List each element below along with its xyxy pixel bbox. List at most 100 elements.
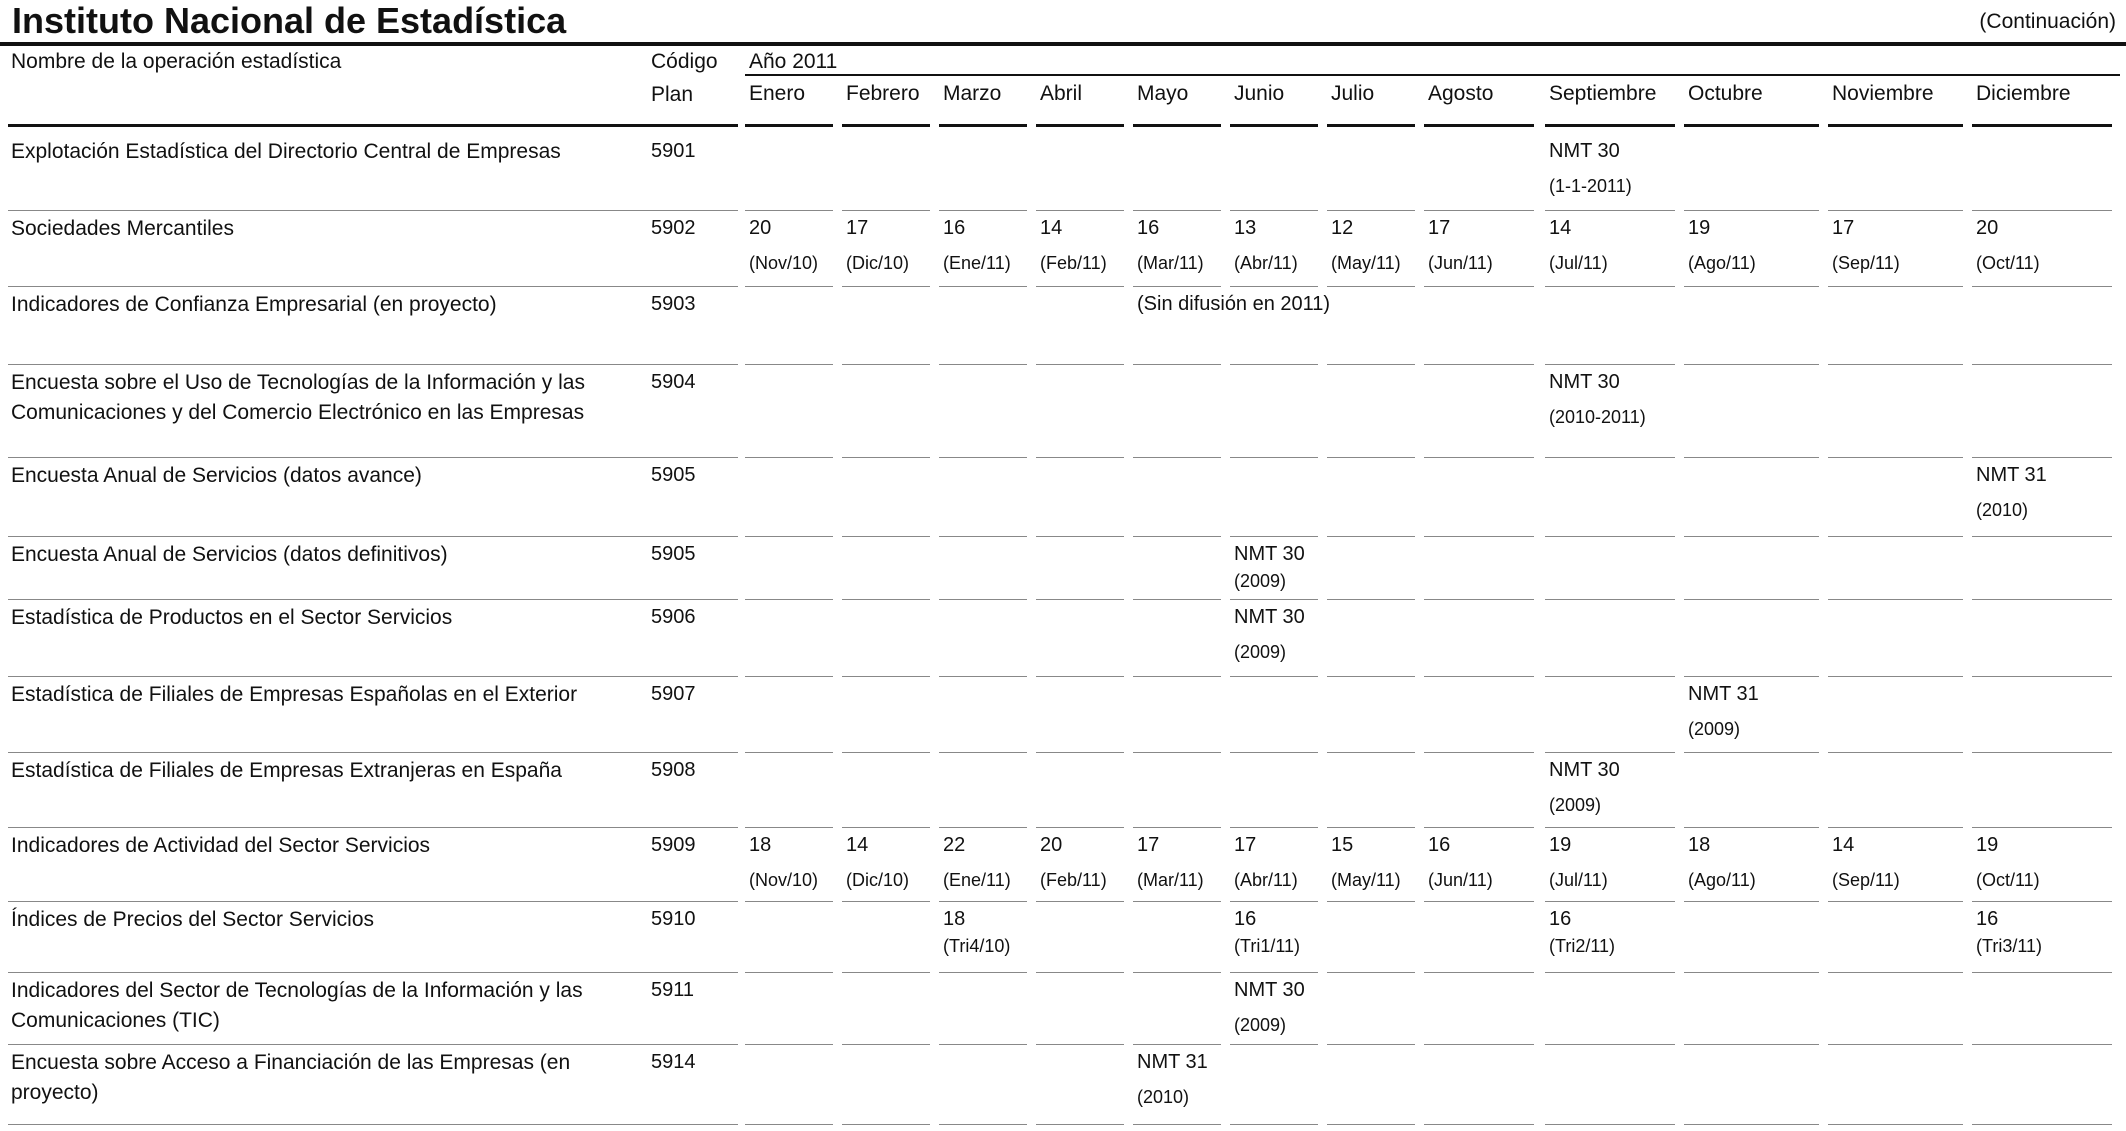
row-separator [1230, 901, 1318, 902]
header-month-underline [1327, 124, 1415, 127]
header-month-2: Febrero [846, 82, 920, 105]
release-day: 17 [1832, 217, 1855, 239]
header-month-underline [842, 124, 930, 127]
row-separator [1684, 286, 1819, 287]
release-day: 18 [1688, 834, 1711, 856]
row-separator [745, 1044, 833, 1045]
release-day: 17 [1137, 834, 1160, 856]
release-cell: 15 (May/11) [1331, 833, 1401, 892]
reference-period: (Nov/10) [749, 870, 819, 890]
row-separator [1230, 676, 1318, 677]
plan-code: 5910 [651, 908, 696, 930]
row-separator [1545, 827, 1675, 828]
row-separator [1972, 901, 2112, 902]
release-day: NMT 31 [1137, 1051, 1208, 1073]
operation-name: Estadística de Filiales de Empresas Extr… [11, 759, 562, 782]
header-month-5: Mayo [1137, 82, 1189, 105]
plan-code: 5907 [651, 683, 696, 705]
row-separator [1684, 827, 1819, 828]
release-day: 12 [1331, 217, 1354, 239]
row-separator [1828, 1044, 1963, 1045]
row-separator [1230, 536, 1318, 537]
row-separator [645, 827, 737, 828]
release-day: 17 [1428, 217, 1451, 239]
row-separator [1545, 286, 1675, 287]
operation-name: Índices de Precios del Sector Servicios [11, 908, 374, 931]
row-separator [1828, 536, 1963, 537]
row-separator [1424, 536, 1534, 537]
row-separator [1828, 901, 1963, 902]
release-day: NMT 30 [1234, 543, 1305, 565]
release-day: 13 [1234, 217, 1257, 239]
row-separator [939, 972, 1027, 973]
row-separator [842, 599, 930, 600]
row-separator [1424, 972, 1534, 973]
row-separator [939, 1044, 1027, 1045]
release-cell: 18 (Nov/10) [749, 833, 818, 892]
row-separator [1327, 752, 1415, 753]
row-separator [1036, 286, 1124, 287]
reference-period: (Tri1/11) [1234, 936, 1301, 956]
release-cell: NMT 30 (2009) [1549, 758, 1620, 817]
page-title: Instituto Nacional de Estadística [12, 0, 567, 41]
row-separator [745, 457, 833, 458]
header-month-underline [939, 124, 1027, 127]
release-day: NMT 31 [1976, 464, 2047, 486]
release-cell: 19 (Jul/11) [1549, 833, 1608, 892]
row-separator [1424, 457, 1534, 458]
row-separator [1545, 1124, 1675, 1125]
header-month-underline [1424, 124, 1534, 127]
row-separator [1327, 901, 1415, 902]
release-cell: (Sin difusión en 2011) [1137, 292, 1330, 316]
release-cell: NMT 30 (2009) [1234, 978, 1305, 1037]
row-separator [645, 457, 737, 458]
release-day: 14 [1832, 834, 1855, 856]
row-separator [1684, 210, 1819, 211]
reference-period: (Dic/10) [846, 870, 910, 890]
release-day: NMT 30 [1549, 371, 1620, 393]
row-separator [939, 286, 1027, 287]
continuation-label: (Continuación) [1979, 10, 2116, 33]
reference-period: (Ene/11) [943, 253, 1011, 273]
operation-name: Encuesta Anual de Servicios (datos avanc… [11, 464, 422, 487]
header-month-underline [1133, 124, 1221, 127]
row-separator [1230, 1044, 1318, 1045]
release-cell: NMT 31 (2009) [1688, 682, 1759, 741]
release-day: 16 [1428, 834, 1451, 856]
row-separator [842, 676, 930, 677]
row-separator [1828, 827, 1963, 828]
reference-period: (Abr/11) [1234, 253, 1298, 273]
row-separator [842, 752, 930, 753]
row-separator [1036, 1044, 1124, 1045]
reference-period: (2009) [1234, 642, 1287, 662]
row-separator [1327, 210, 1415, 211]
release-day: NMT 31 [1688, 683, 1759, 705]
row-separator [1036, 210, 1124, 211]
release-cell: 16 (Jun/11) [1428, 833, 1493, 892]
row-separator [1545, 457, 1675, 458]
release-cell: NMT 30 (2010-2011) [1549, 370, 1646, 429]
reference-period: (2009) [1234, 1015, 1287, 1035]
release-cell: 16 (Tri1/11) [1234, 907, 1300, 958]
row-separator [1972, 1044, 2112, 1045]
row-separator [1424, 752, 1534, 753]
row-separator [842, 901, 930, 902]
release-day: 16 [1549, 908, 1572, 930]
header-month-6: Junio [1234, 82, 1285, 105]
header-month-underline [1972, 124, 2112, 127]
row-separator [1684, 1044, 1819, 1045]
row-separator [745, 210, 833, 211]
row-separator [939, 1124, 1027, 1125]
header-month-3: Marzo [943, 82, 1002, 105]
row-separator [939, 676, 1027, 677]
row-separator [1828, 972, 1963, 973]
row-separator [645, 536, 737, 537]
header-month-underline [1230, 124, 1318, 127]
row-separator [645, 1124, 737, 1125]
year-rule [745, 74, 2120, 76]
release-cell: 16 (Tri2/11) [1549, 907, 1615, 958]
row-separator [1230, 210, 1318, 211]
reference-period: (Dic/10) [846, 253, 910, 273]
release-cell: 22 (Ene/11) [943, 833, 1011, 892]
row-separator [1036, 676, 1124, 677]
